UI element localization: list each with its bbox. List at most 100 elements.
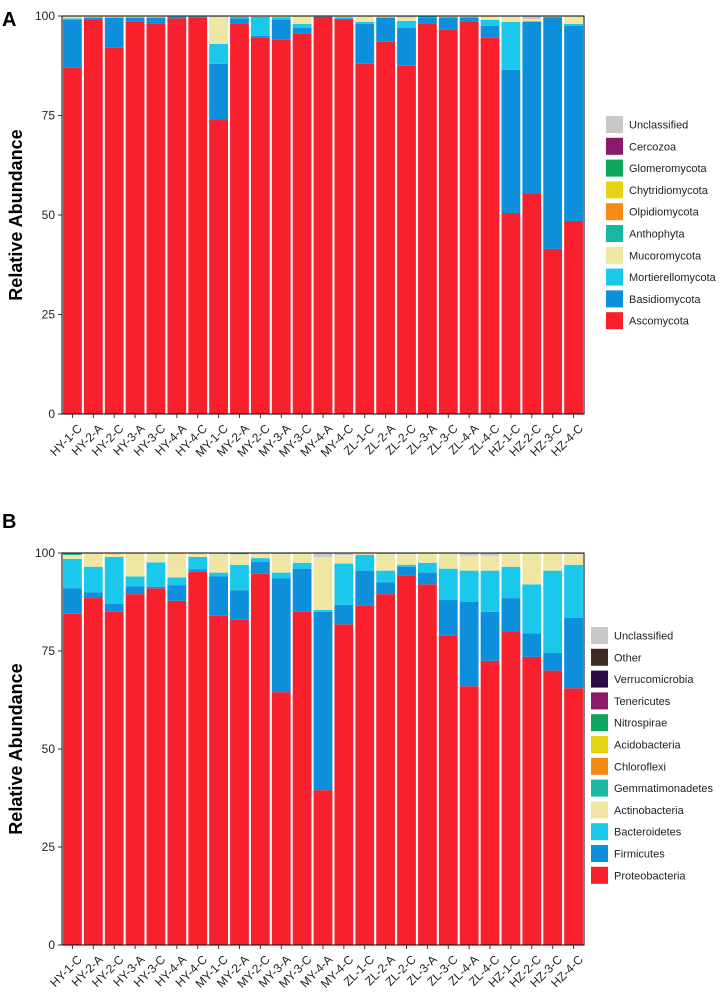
bar-segment-mortierellomycota-my-2-a xyxy=(230,16,249,19)
bar-segment-mortierellomycota-hy-1-c xyxy=(63,18,82,20)
bar-segment-actinobacteria-zl-4-a xyxy=(459,555,479,571)
bar-segment-actinobacteria-hy-3-a xyxy=(125,553,145,577)
bar-segment-unclassified-hz-4-c xyxy=(564,553,583,555)
bar-segment-firmicutes-my-3-a xyxy=(271,578,291,693)
bar-segment-proteobacteria-hy-1-c xyxy=(63,613,82,945)
bar-segment-proteobacteria-hy-2-a xyxy=(83,598,103,945)
bar-segment-mucoromycota-hy-1-c xyxy=(63,16,82,19)
bar-segment-basidiomycota-zl-3-c xyxy=(438,17,458,30)
bar-segment-firmicutes-my-2-a xyxy=(230,590,249,620)
legend-label: Proteobacteria xyxy=(614,870,686,882)
y-tick-label: 0 xyxy=(48,938,55,952)
bar-segment-bacteroidetes-zl-3-c xyxy=(438,568,458,601)
bar-segment-mortierellomycota-hz-2-c xyxy=(522,21,542,22)
bar-segment-mortierellomycota-my-3-c xyxy=(292,23,312,28)
legend-swatch-cercozoa xyxy=(606,137,623,155)
bar-segment-ascomycota-hy-4-c xyxy=(188,17,208,415)
bar-segment-firmicutes-my-3-c xyxy=(292,568,312,612)
bar-segment-ascomycota-my-3-a xyxy=(271,39,291,414)
bar-segment-actinobacteria-my-3-a xyxy=(271,554,291,573)
bar-segment-firmicutes-zl-4-c xyxy=(480,611,500,661)
legend-label: Bacteroidetes xyxy=(614,827,682,839)
legend-label: Basidiomycota xyxy=(629,294,701,306)
bar-segment-mucoromycota-hy-3-a xyxy=(125,16,145,18)
bar-segment-basidiomycota-hy-1-c xyxy=(63,19,82,68)
bar-segment-actinobacteria-my-2-a xyxy=(230,554,249,565)
bar-segment-ascomycota-zl-2-c xyxy=(397,65,416,414)
bar-segment-nitrospirae-hy-1-c xyxy=(63,553,82,555)
bar-segment-bacteroidetes-hy-3-c xyxy=(146,562,166,587)
legend-label: Chloroflexi xyxy=(614,761,666,773)
bar-segment-basidiomycota-my-4-c xyxy=(334,18,354,20)
y-axis-title: Relative Abundance xyxy=(6,663,26,834)
bar-segment-ascomycota-hy-4-a xyxy=(167,18,187,414)
bar-segment-actinobacteria-hz-2-c xyxy=(522,553,542,585)
bar-segment-mucoromycota-hy-2-c xyxy=(104,16,124,18)
bar-segment-mucoromycota-my-3-a xyxy=(271,16,291,18)
bar-segment-ascomycota-zl-2-a xyxy=(376,41,396,415)
bar-segment-firmicutes-hz-4-c xyxy=(564,617,583,689)
bar-segment-bacteroidetes-my-4-a xyxy=(313,609,333,612)
legend-swatch-acidobacteria xyxy=(591,736,608,753)
bar-segment-firmicutes-zl-2-c xyxy=(397,566,416,576)
legend-swatch-firmicutes xyxy=(591,845,608,862)
bar-segment-mucoromycota-zl-1-c xyxy=(355,16,375,22)
bar-segment-ascomycota-my-2-a xyxy=(230,23,249,414)
bar-segment-actinobacteria-zl-2-a xyxy=(376,554,396,571)
bar-segment-mucoromycota-my-3-c xyxy=(292,16,312,24)
bar-segment-proteobacteria-zl-3-a xyxy=(418,584,437,945)
bar-segment-mucoromycota-hz-4-c xyxy=(564,16,583,24)
bar-segment-bacteroidetes-zl-3-a xyxy=(418,562,437,573)
bar-segment-basidiomycota-my-2-c xyxy=(250,35,270,38)
y-tick-label: 75 xyxy=(42,109,56,123)
panel-label: B xyxy=(2,511,16,533)
bar-segment-bacteroidetes-my-3-a xyxy=(271,572,291,579)
bar-segment-mucoromycota-zl-2-c xyxy=(397,17,416,21)
bar-segment-mortierellomycota-hy-3-c xyxy=(146,17,166,18)
bar-segment-mortierellomycota-hy-2-c xyxy=(104,17,124,18)
bar-segment-actinobacteria-hy-2-a xyxy=(83,553,103,567)
bar-segment-firmicutes-hy-3-c xyxy=(146,586,166,589)
bar-segment-actinobacteria-zl-2-c xyxy=(397,554,416,565)
bar-segment-mortierellomycota-zl-2-a xyxy=(376,17,396,18)
bar-segment-ascomycota-hy-3-c xyxy=(146,23,166,415)
y-tick-label: 0 xyxy=(48,407,55,421)
bar-segment-proteobacteria-hy-3-a xyxy=(125,594,145,945)
bar-segment-proteobacteria-hz-4-c xyxy=(564,688,583,945)
bar-segment-mortierellomycota-my-4-c xyxy=(334,17,354,19)
y-tick-label: 100 xyxy=(35,9,55,23)
bar-segment-mortierellomycota-zl-4-a xyxy=(459,16,479,18)
legend-label: Verrucomicrobia xyxy=(614,674,694,686)
bar-segment-firmicutes-hy-3-a xyxy=(125,586,145,595)
bar-segment-proteobacteria-zl-2-c xyxy=(397,575,416,945)
bar-segment-proteobacteria-my-3-c xyxy=(292,611,312,945)
bar-segment-bacteroidetes-zl-2-c xyxy=(397,564,416,567)
legend-label: Ascomycota xyxy=(629,316,690,328)
bar-segment-proteobacteria-hz-1-c xyxy=(501,631,521,945)
bar-segment-actinobacteria-zl-1-c xyxy=(355,553,375,555)
bar-segment-ascomycota-my-4-c xyxy=(334,19,354,414)
y-tick-label: 75 xyxy=(42,644,56,658)
bar-segment-mucoromycota-hy-3-c xyxy=(146,16,166,18)
legend-swatch-verrucomicrobia xyxy=(591,670,608,688)
y-tick-label: 50 xyxy=(42,742,56,756)
bar-segment-firmicutes-hy-1-c xyxy=(63,588,82,614)
legend-swatch-proteobacteria xyxy=(591,866,608,884)
bar-segment-unclassified-my-4-a xyxy=(313,553,333,557)
bar-segment-actinobacteria-hy-3-c xyxy=(146,553,166,563)
bar-segment-firmicutes-hy-4-a xyxy=(167,585,187,601)
bar-segment-ascomycota-hz-1-c xyxy=(501,213,521,414)
bar-segment-proteobacteria-my-1-c xyxy=(209,615,228,945)
bar-segment-basidiomycota-hz-1-c xyxy=(501,69,521,214)
bar-segment-bacteroidetes-zl-4-c xyxy=(480,570,500,612)
bar-segment-basidiomycota-hy-4-a xyxy=(167,16,187,19)
bar-segment-mortierellomycota-zl-3-c xyxy=(438,16,458,18)
bar-segment-firmicutes-hz-3-c xyxy=(543,652,563,671)
bar-segment-basidiomycota-hz-2-c xyxy=(522,21,542,194)
legend-swatch-basidiomycota xyxy=(606,290,623,308)
bar-segment-actinobacteria-zl-3-c xyxy=(438,553,458,569)
legend-label: Mortierellomycota xyxy=(629,272,717,284)
bar-segment-unclassified-zl-4-a xyxy=(459,553,479,556)
bar-segment-actinobacteria-zl-4-c xyxy=(480,555,500,571)
bar-segment-ascomycota-zl-4-a xyxy=(459,21,479,414)
